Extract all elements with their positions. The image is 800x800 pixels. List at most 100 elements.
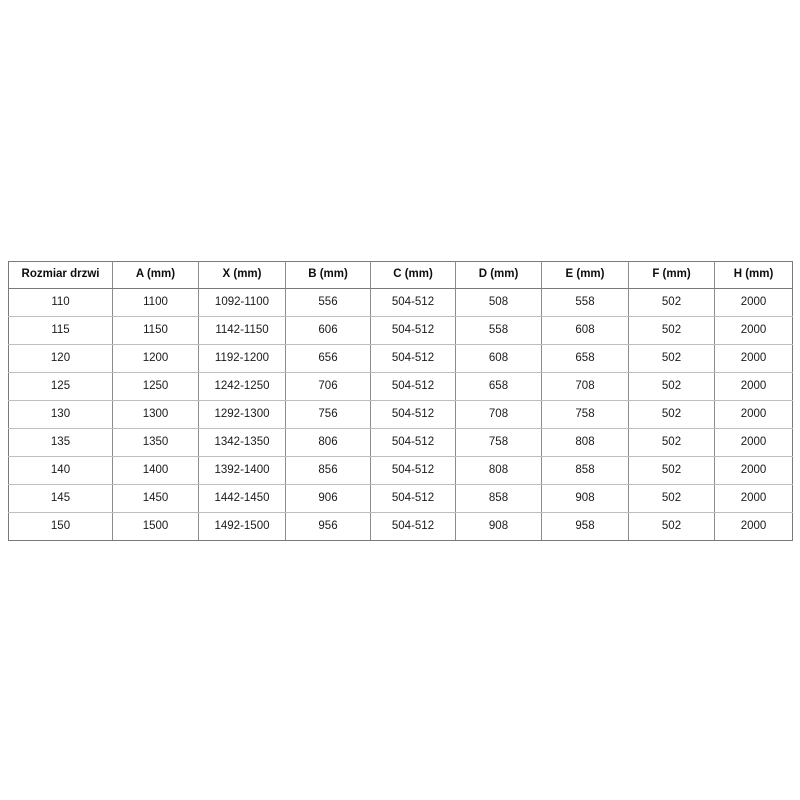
- cell-rozmiar-drzwi: 145: [8, 484, 113, 513]
- cell-b: 906: [285, 484, 371, 513]
- cell-a: 1500: [112, 512, 199, 541]
- cell-a: 1200: [112, 344, 199, 373]
- table-row: 110 1100 1092-1100 556 504-512 508 558 5…: [8, 288, 793, 317]
- table-header: Rozmiar drzwi A (mm) X (mm) B (mm) C (mm…: [8, 261, 793, 289]
- column-header-c: C (mm): [370, 261, 456, 289]
- cell-e: 808: [541, 428, 629, 457]
- cell-rozmiar-drzwi: 120: [8, 344, 113, 373]
- cell-a: 1300: [112, 400, 199, 429]
- cell-c: 504-512: [370, 456, 456, 485]
- cell-d: 858: [455, 484, 542, 513]
- cell-f: 502: [628, 428, 715, 457]
- cell-f: 502: [628, 484, 715, 513]
- cell-c: 504-512: [370, 512, 456, 541]
- cell-b: 606: [285, 316, 371, 345]
- cell-h: 2000: [714, 372, 793, 401]
- cell-h: 2000: [714, 484, 793, 513]
- table-row: 115 1150 1142-1150 606 504-512 558 608 5…: [8, 316, 793, 345]
- cell-h: 2000: [714, 344, 793, 373]
- cell-rozmiar-drzwi: 135: [8, 428, 113, 457]
- cell-x: 1442-1450: [198, 484, 286, 513]
- cell-h: 2000: [714, 288, 793, 317]
- cell-b: 856: [285, 456, 371, 485]
- cell-e: 858: [541, 456, 629, 485]
- cell-c: 504-512: [370, 288, 456, 317]
- cell-h: 2000: [714, 400, 793, 429]
- cell-c: 504-512: [370, 400, 456, 429]
- cell-rozmiar-drzwi: 125: [8, 372, 113, 401]
- cell-x: 1492-1500: [198, 512, 286, 541]
- table-row: 145 1450 1442-1450 906 504-512 858 908 5…: [8, 484, 793, 513]
- column-header-f: F (mm): [628, 261, 715, 289]
- cell-c: 504-512: [370, 484, 456, 513]
- table-row: 130 1300 1292-1300 756 504-512 708 758 5…: [8, 400, 793, 429]
- cell-h: 2000: [714, 428, 793, 457]
- cell-b: 956: [285, 512, 371, 541]
- table-row: 125 1250 1242-1250 706 504-512 658 708 5…: [8, 372, 793, 401]
- column-header-rozmiar-drzwi: Rozmiar drzwi: [8, 261, 113, 289]
- cell-a: 1400: [112, 456, 199, 485]
- cell-c: 504-512: [370, 344, 456, 373]
- cell-d: 808: [455, 456, 542, 485]
- cell-d: 758: [455, 428, 542, 457]
- cell-b: 556: [285, 288, 371, 317]
- column-header-d: D (mm): [455, 261, 542, 289]
- cell-x: 1342-1350: [198, 428, 286, 457]
- cell-a: 1150: [112, 316, 199, 345]
- cell-f: 502: [628, 316, 715, 345]
- cell-x: 1292-1300: [198, 400, 286, 429]
- column-header-a: A (mm): [112, 261, 199, 289]
- cell-d: 708: [455, 400, 542, 429]
- cell-e: 708: [541, 372, 629, 401]
- cell-f: 502: [628, 400, 715, 429]
- cell-e: 658: [541, 344, 629, 373]
- cell-f: 502: [628, 456, 715, 485]
- spec-table-container: Rozmiar drzwi A (mm) X (mm) B (mm) C (mm…: [8, 261, 793, 541]
- cell-rozmiar-drzwi: 150: [8, 512, 113, 541]
- cell-c: 504-512: [370, 372, 456, 401]
- cell-rozmiar-drzwi: 140: [8, 456, 113, 485]
- cell-f: 502: [628, 288, 715, 317]
- table-row: 135 1350 1342-1350 806 504-512 758 808 5…: [8, 428, 793, 457]
- cell-e: 958: [541, 512, 629, 541]
- cell-a: 1450: [112, 484, 199, 513]
- table-row: 140 1400 1392-1400 856 504-512 808 858 5…: [8, 456, 793, 485]
- cell-d: 608: [455, 344, 542, 373]
- cell-h: 2000: [714, 456, 793, 485]
- cell-f: 502: [628, 512, 715, 541]
- cell-d: 658: [455, 372, 542, 401]
- cell-rozmiar-drzwi: 130: [8, 400, 113, 429]
- cell-x: 1092-1100: [198, 288, 286, 317]
- cell-rozmiar-drzwi: 110: [8, 288, 113, 317]
- cell-d: 508: [455, 288, 542, 317]
- door-size-spec-table: Rozmiar drzwi A (mm) X (mm) B (mm) C (mm…: [8, 261, 793, 541]
- cell-b: 756: [285, 400, 371, 429]
- cell-b: 806: [285, 428, 371, 457]
- table-row: 120 1200 1192-1200 656 504-512 608 658 5…: [8, 344, 793, 373]
- cell-e: 758: [541, 400, 629, 429]
- cell-e: 908: [541, 484, 629, 513]
- cell-x: 1242-1250: [198, 372, 286, 401]
- cell-a: 1250: [112, 372, 199, 401]
- cell-b: 706: [285, 372, 371, 401]
- cell-d: 908: [455, 512, 542, 541]
- table-body: 110 1100 1092-1100 556 504-512 508 558 5…: [8, 288, 793, 541]
- cell-c: 504-512: [370, 316, 456, 345]
- cell-x: 1142-1150: [198, 316, 286, 345]
- column-header-b: B (mm): [285, 261, 371, 289]
- cell-f: 502: [628, 344, 715, 373]
- cell-h: 2000: [714, 512, 793, 541]
- table-row: 150 1500 1492-1500 956 504-512 908 958 5…: [8, 512, 793, 541]
- cell-c: 504-512: [370, 428, 456, 457]
- cell-e: 608: [541, 316, 629, 345]
- cell-b: 656: [285, 344, 371, 373]
- cell-rozmiar-drzwi: 115: [8, 316, 113, 345]
- table-header-row: Rozmiar drzwi A (mm) X (mm) B (mm) C (mm…: [8, 261, 793, 289]
- cell-a: 1100: [112, 288, 199, 317]
- column-header-e: E (mm): [541, 261, 629, 289]
- cell-a: 1350: [112, 428, 199, 457]
- column-header-x: X (mm): [198, 261, 286, 289]
- cell-f: 502: [628, 372, 715, 401]
- cell-x: 1192-1200: [198, 344, 286, 373]
